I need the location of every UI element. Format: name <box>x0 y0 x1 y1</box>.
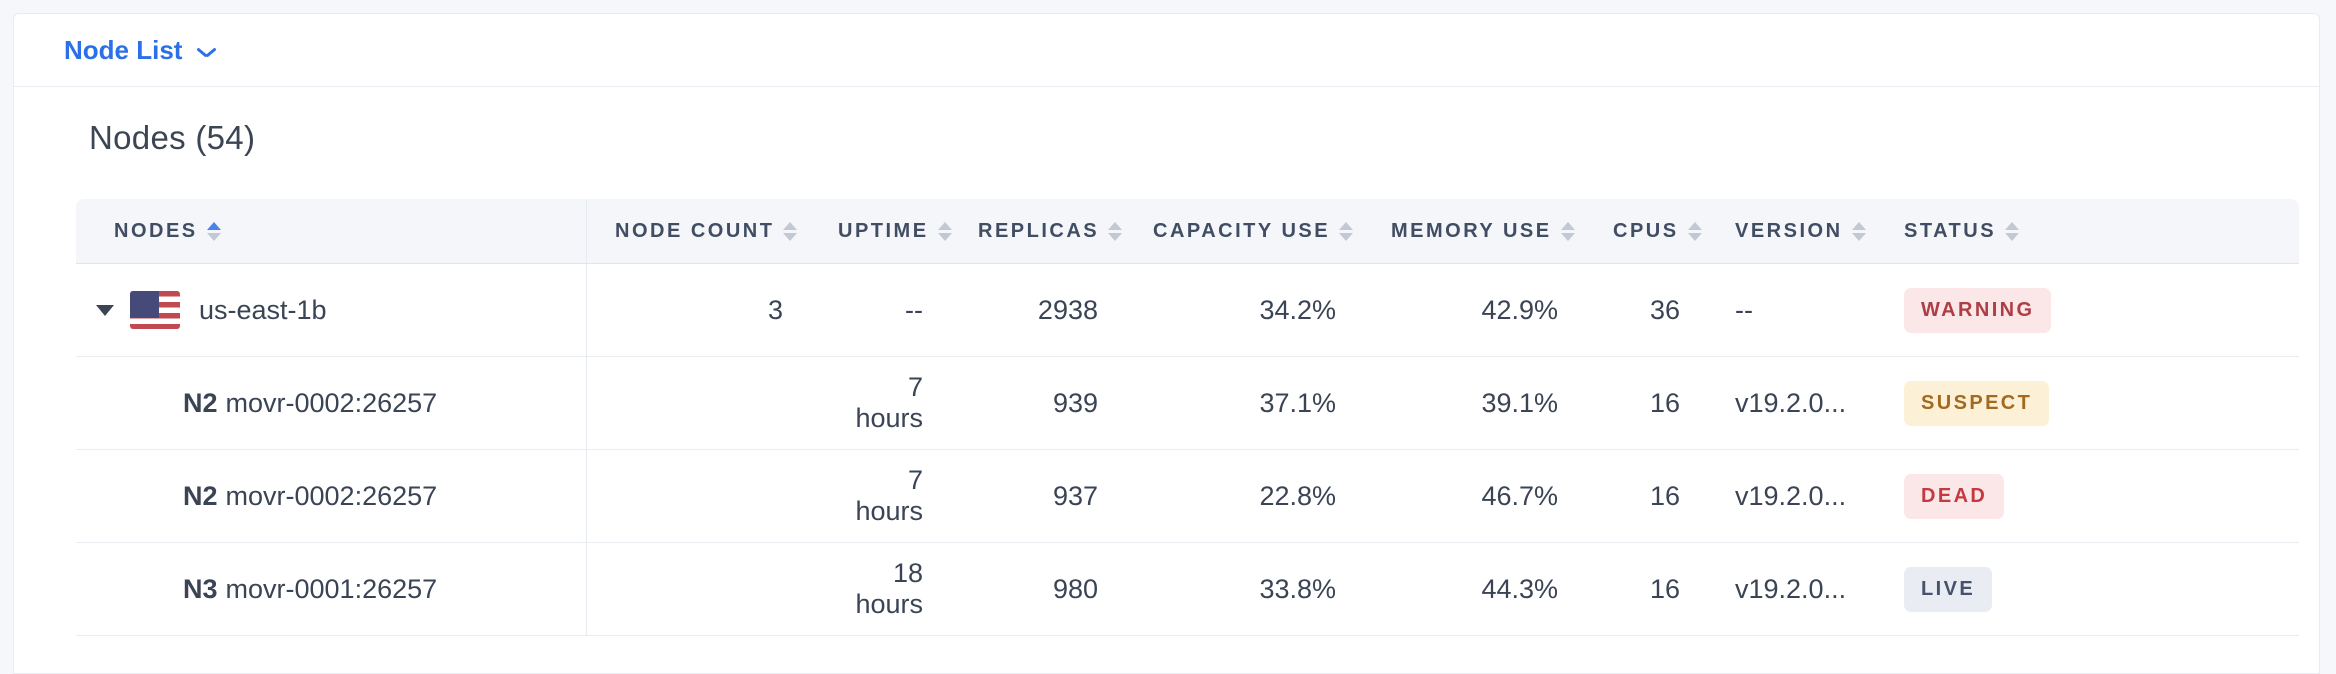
cell-capacity-use: 33.8% <box>1140 543 1378 636</box>
status-badge: WARNING <box>1904 287 2052 333</box>
cell-capacity-use: 22.8% <box>1140 450 1378 543</box>
nodes-table: NODES NODE COUNT UPTIME <box>76 199 2299 636</box>
cell-cpus: 16 <box>1600 543 1722 636</box>
card-content: Nodes (54) NODES NODE <box>14 87 2319 636</box>
column-header-status[interactable]: STATUS <box>1891 199 2299 264</box>
column-header-cpus[interactable]: CPUS <box>1600 199 1722 264</box>
status-badge: LIVE <box>1904 566 1993 612</box>
page-title: Nodes (54) <box>89 119 256 156</box>
column-header-nodes[interactable]: NODES <box>76 199 587 264</box>
column-label-capacity-use: CAPACITY USE <box>1153 219 1331 242</box>
view-dropdown[interactable]: Node List <box>64 35 214 66</box>
region-name: us-east-1b <box>199 294 327 325</box>
cell-uptime: -- <box>825 264 965 357</box>
table-header-row: NODES NODE COUNT UPTIME <box>76 199 2299 264</box>
column-header-replicas[interactable]: REPLICAS <box>965 199 1140 264</box>
cell-status: DEAD <box>1891 450 2299 543</box>
node-list-card: Node List Nodes (54) NODES <box>13 13 2320 674</box>
cell-memory-use: 46.7% <box>1378 450 1600 543</box>
sort-icon-capacity-use <box>1339 221 1354 241</box>
cell-status: LIVE <box>1891 543 2299 636</box>
sort-icon-cpus <box>1687 221 1702 241</box>
node-id: N3 <box>183 573 218 604</box>
column-header-node-count[interactable]: NODE COUNT <box>587 199 825 264</box>
cell-uptime: 7 hours <box>825 357 965 450</box>
status-badge: DEAD <box>1904 473 2005 519</box>
collapse-caret-icon[interactable] <box>96 304 114 316</box>
cell-node-count <box>587 543 825 636</box>
cell-node-count: 3 <box>587 264 825 357</box>
cell-cpus: 16 <box>1600 450 1722 543</box>
node-id: N2 <box>183 387 218 418</box>
flag-canton <box>130 291 159 319</box>
status-badge: SUSPECT <box>1904 380 2050 426</box>
cell-version: v19.2.0... <box>1722 450 1891 543</box>
column-label-uptime: UPTIME <box>838 219 929 242</box>
cell-status: WARNING <box>1891 264 2299 357</box>
node-id: N2 <box>183 480 218 511</box>
cell-node: N3 movr-0001:26257 <box>76 543 587 636</box>
table-row-node[interactable]: N3 movr-0001:26257 18 hours 980 33.8% 44.… <box>76 543 2299 636</box>
column-label-memory-use: MEMORY USE <box>1391 219 1552 242</box>
column-header-capacity-use[interactable]: CAPACITY USE <box>1140 199 1378 264</box>
sort-icon-version <box>1851 221 1866 241</box>
column-label-nodes: NODES <box>114 219 198 242</box>
cell-version: v19.2.0... <box>1722 357 1891 450</box>
cell-node-count <box>587 450 825 543</box>
cell-cpus: 36 <box>1600 264 1722 357</box>
cell-version: v19.2.0... <box>1722 543 1891 636</box>
table-row-region[interactable]: us-east-1b 3 -- 2938 34.2% 42.9% 36 -- W… <box>76 264 2299 357</box>
column-header-version[interactable]: VERSION <box>1722 199 1891 264</box>
cell-capacity-use: 34.2% <box>1140 264 1378 357</box>
node-address: movr-0001:26257 <box>225 573 438 604</box>
cell-memory-use: 44.3% <box>1378 543 1600 636</box>
cell-replicas: 980 <box>965 543 1140 636</box>
cell-uptime: 18 hours <box>825 543 965 636</box>
cell-node: N2 movr-0002:26257 <box>76 357 587 450</box>
column-label-status: STATUS <box>1904 219 1997 242</box>
sort-icon-nodes <box>206 221 221 241</box>
column-header-memory-use[interactable]: MEMORY USE <box>1378 199 1600 264</box>
sort-icon-uptime <box>937 221 952 241</box>
sort-icon-node-count <box>783 221 798 241</box>
column-header-uptime[interactable]: UPTIME <box>825 199 965 264</box>
sort-icon-replicas <box>1108 221 1123 241</box>
cell-capacity-use: 37.1% <box>1140 357 1378 450</box>
sort-icon-status <box>2005 221 2020 241</box>
column-label-replicas: REPLICAS <box>978 219 1100 242</box>
cell-replicas: 939 <box>965 357 1140 450</box>
chevron-down-icon <box>196 47 214 58</box>
view-dropdown-label: Node List <box>64 34 183 65</box>
node-address: movr-0002:26257 <box>225 480 438 511</box>
cell-replicas: 937 <box>965 450 1140 543</box>
cell-region: us-east-1b <box>76 264 587 357</box>
cell-cpus: 16 <box>1600 357 1722 450</box>
cell-node: N2 movr-0002:26257 <box>76 450 587 543</box>
column-label-version: VERSION <box>1735 219 1843 242</box>
view-dropdown-bar: Node List <box>14 14 2319 87</box>
cell-status: SUSPECT <box>1891 357 2299 450</box>
column-label-node-count: NODE COUNT <box>615 219 775 242</box>
us-flag-icon <box>130 291 180 329</box>
table-row-node[interactable]: N2 movr-0002:26257 7 hours 937 22.8% 46.7… <box>76 450 2299 543</box>
cell-memory-use: 39.1% <box>1378 357 1600 450</box>
cell-memory-use: 42.9% <box>1378 264 1600 357</box>
cell-version: -- <box>1722 264 1891 357</box>
column-label-cpus: CPUS <box>1613 219 1679 242</box>
node-address: movr-0002:26257 <box>225 387 438 418</box>
sort-icon-memory-use <box>1560 221 1575 241</box>
cell-node-count <box>587 357 825 450</box>
table-row-node[interactable]: N2 movr-0002:26257 7 hours 939 37.1% 39.1… <box>76 357 2299 450</box>
cell-replicas: 2938 <box>965 264 1140 357</box>
cell-uptime: 7 hours <box>825 450 965 543</box>
